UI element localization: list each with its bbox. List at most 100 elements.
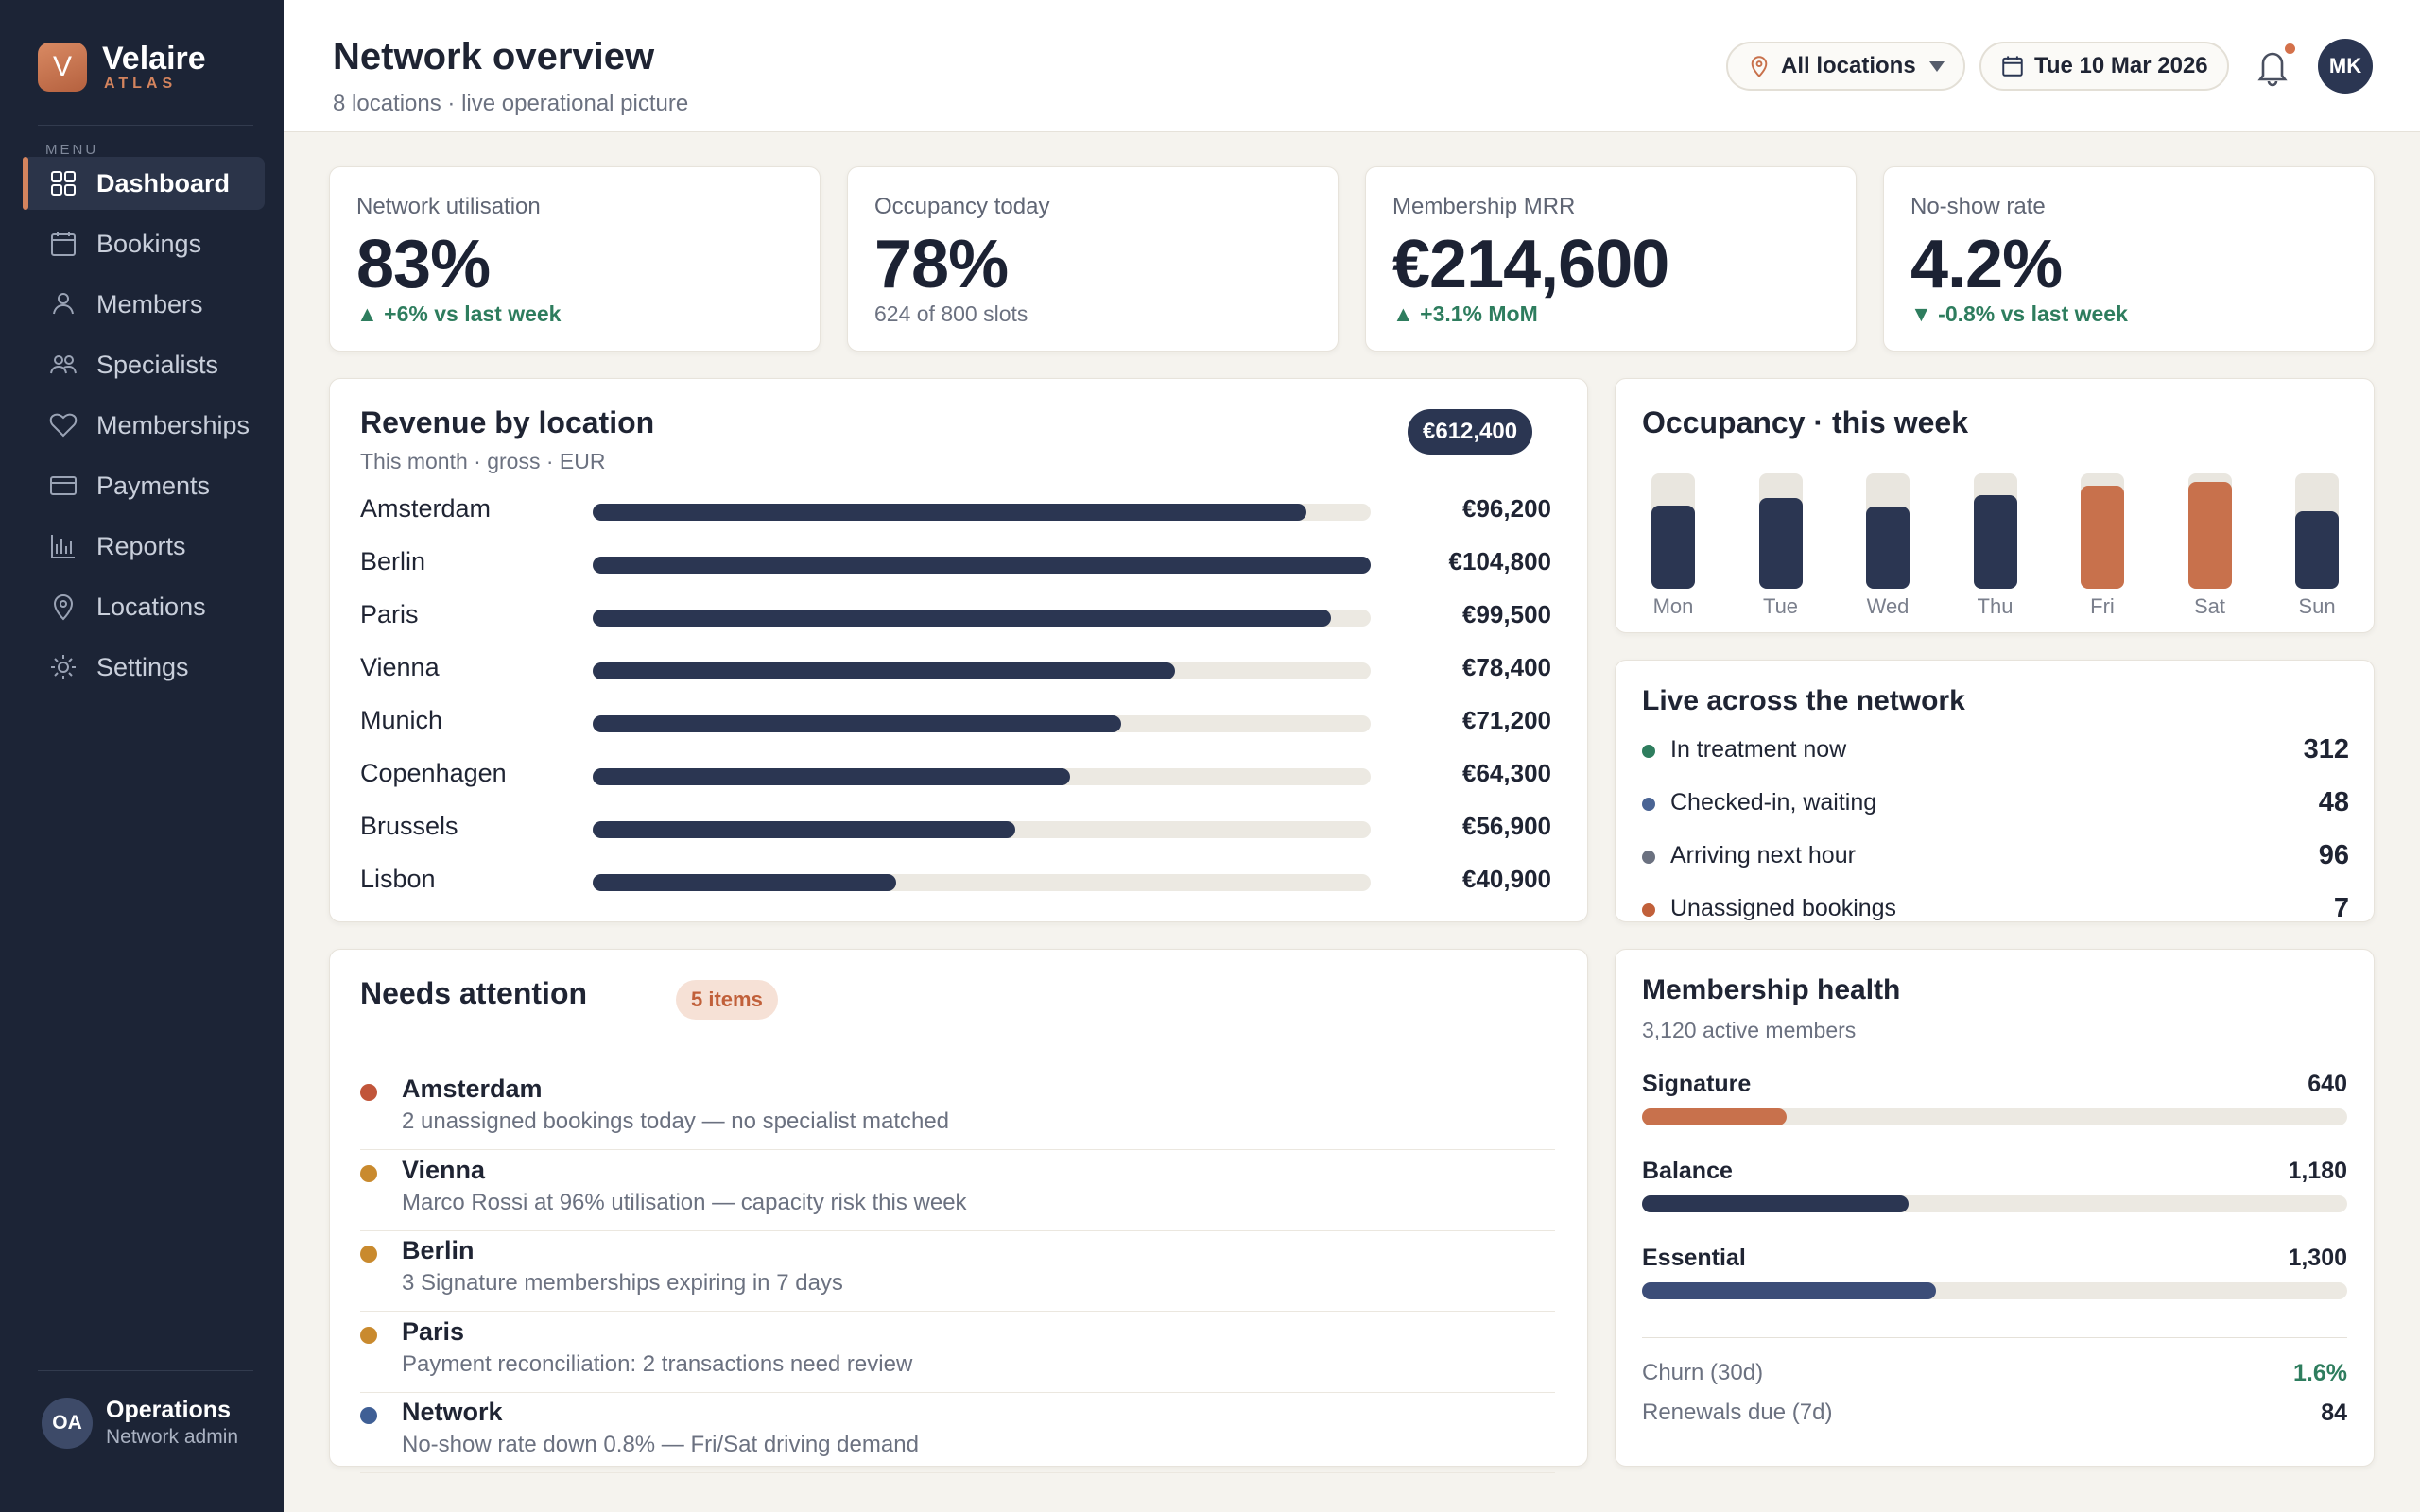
kpi-card-occupancy: Occupancy today 78% 624 of 800 slots <box>847 166 1339 352</box>
revenue-bar <box>593 874 897 891</box>
revenue-value: €99,500 <box>1462 600 1551 628</box>
day-label: Wed <box>1866 594 1910 618</box>
kpi-label: No-show rate <box>1910 194 2046 219</box>
revenue-bar <box>593 610 1332 627</box>
tier-count: 640 <box>2308 1071 2347 1097</box>
membership-tier-row[interactable]: Signature 640 <box>1642 1071 2347 1146</box>
membership-tier-row[interactable]: Essential 1,300 <box>1642 1245 2347 1320</box>
revenue-row[interactable]: Lisbon €40,900 <box>360 861 1551 899</box>
bell-icon[interactable] <box>2254 45 2291 87</box>
user-name: Operations <box>106 1397 231 1423</box>
location-name: Copenhagen <box>360 759 507 787</box>
sidebar-item-members[interactable]: Members <box>23 278 265 331</box>
avatar[interactable]: MK <box>2318 39 2373 94</box>
stat-value: 1.6% <box>2293 1360 2347 1386</box>
kpi-card-mrr: Membership MRR €214,600 ▲ +3.1% MoM <box>1365 166 1857 352</box>
sidebar-item-bookings[interactable]: Bookings <box>23 217 265 270</box>
kpi-label: Network utilisation <box>356 194 541 219</box>
revenue-bar-track <box>593 504 1371 521</box>
occupancy-bar[interactable] <box>1973 495 2017 589</box>
revenue-bar <box>593 821 1015 838</box>
attention-item[interactable]: Network No-show rate down 0.8% — Fri/Sat … <box>360 1392 1555 1473</box>
revenue-row[interactable]: Paris €99,500 <box>360 596 1551 634</box>
sidebar-divider <box>38 1370 253 1371</box>
map-pin-icon <box>47 591 79 623</box>
membership-card: Membership health 3,120 active members S… <box>1615 949 2375 1467</box>
sidebar-item-locations[interactable]: Locations <box>23 580 265 633</box>
attention-item[interactable]: Amsterdam 2 unassigned bookings today — n… <box>360 1069 1555 1150</box>
revenue-value: €56,900 <box>1462 812 1551 840</box>
location-name: Paris <box>360 600 419 628</box>
attention-item-title: Paris <box>402 1316 465 1346</box>
membership-tier-row[interactable]: Balance 1,180 <box>1642 1158 2347 1233</box>
attention-item[interactable]: Vienna Marco Rossi at 96% utilisation — c… <box>360 1150 1555 1231</box>
sidebar-item-settings[interactable]: Settings <box>23 641 265 694</box>
live-metric-row[interactable]: In treatment now 312 <box>1642 732 2349 770</box>
grid-icon <box>47 167 79 199</box>
sidebar-item-label: Dashboard <box>96 168 231 198</box>
severity-dot <box>360 1084 377 1101</box>
revenue-bar-track <box>593 610 1371 627</box>
occupancy-bar[interactable] <box>1651 506 1695 589</box>
live-metric-value: 7 <box>2333 893 2349 923</box>
sidebar-item-specialists[interactable]: Specialists <box>23 338 265 391</box>
revenue-row[interactable]: Copenhagen €64,300 <box>360 755 1551 793</box>
sidebar-item-payments[interactable]: Payments <box>23 459 265 512</box>
live-metric-row[interactable]: Unassigned bookings 7 <box>1642 891 2349 929</box>
occupancy-bar[interactable] <box>2295 511 2339 589</box>
sidebar-item-reports[interactable]: Reports <box>23 520 265 573</box>
sidebar-item-label: Payments <box>96 471 211 500</box>
date-picker[interactable]: Tue 10 Mar 2026 <box>1979 42 2229 91</box>
occupancy-bar[interactable] <box>2187 481 2232 589</box>
stat-label: Renewals due (7d) <box>1642 1400 1833 1425</box>
location-name: Munich <box>360 706 443 734</box>
revenue-row[interactable]: Munich €71,200 <box>360 702 1551 740</box>
attention-item[interactable]: Berlin 3 Signature memberships expiring i… <box>360 1230 1555 1312</box>
revenue-row[interactable]: Berlin €104,800 <box>360 543 1551 581</box>
revenue-row[interactable]: Vienna €78,400 <box>360 649 1551 687</box>
revenue-value: €96,200 <box>1462 494 1551 523</box>
location-name: Brussels <box>360 812 458 840</box>
occupancy-bar[interactable] <box>1758 497 1803 589</box>
kpi-value: 78% <box>874 227 1009 302</box>
location-name: Vienna <box>360 653 440 681</box>
revenue-card: Revenue by location This month · gross ·… <box>329 378 1588 922</box>
sidebar-item-label: Members <box>96 289 203 318</box>
tier-bar-track <box>1642 1108 2347 1125</box>
location-filter[interactable]: All locations <box>1726 42 1965 91</box>
calendar-icon <box>47 228 79 260</box>
location-filter-value: All locations <box>1781 53 1916 78</box>
live-metric-label: Unassigned bookings <box>1670 895 1897 921</box>
card-subtitle: 3,120 active members <box>1642 1018 1857 1042</box>
attention-item-description: 3 Signature memberships expiring in 7 da… <box>402 1270 843 1296</box>
revenue-row[interactable]: Brussels €56,900 <box>360 808 1551 846</box>
live-metric-value: 48 <box>2318 787 2349 817</box>
header: Network overview 8 locations · live oper… <box>284 0 2420 132</box>
tier-count: 1,300 <box>2288 1245 2347 1271</box>
occupancy-column <box>2187 473 2232 589</box>
occupancy-bar[interactable] <box>2081 486 2124 589</box>
live-metric-label: Checked-in, waiting <box>1670 789 1877 816</box>
map-pin-icon <box>1751 56 1768 77</box>
sidebar-user[interactable]: OA Operations Network admin <box>42 1397 238 1449</box>
page-title: Network overview <box>333 36 655 77</box>
occupancy-bar[interactable] <box>1866 507 1910 589</box>
severity-dot <box>360 1407 377 1424</box>
revenue-bar-track <box>593 874 1371 891</box>
brand[interactable]: V Velaire ATLAS <box>38 42 206 93</box>
live-metric-row[interactable]: Checked-in, waiting 48 <box>1642 785 2349 823</box>
sidebar-item-memberships[interactable]: Memberships <box>23 399 265 452</box>
membership-stat-row: Churn (30d) 1.6% <box>1642 1360 2347 1390</box>
revenue-row[interactable]: Amsterdam €96,200 <box>360 490 1551 528</box>
live-metric-row[interactable]: Arriving next hour 96 <box>1642 838 2349 876</box>
user-icon <box>47 288 79 320</box>
day-label: Sun <box>2298 594 2336 618</box>
revenue-bar <box>593 504 1307 521</box>
live-card: Live across the network In treatment now… <box>1615 660 2375 923</box>
attention-item[interactable]: Paris Payment reconciliation: 2 transacti… <box>360 1312 1555 1393</box>
kpi-value: 4.2% <box>1910 227 2063 302</box>
sidebar-item-dashboard[interactable]: Dashboard <box>23 157 265 210</box>
card-title: Live across the network <box>1642 685 1965 716</box>
gear-icon <box>47 651 79 683</box>
tier-name: Signature <box>1642 1071 1752 1097</box>
